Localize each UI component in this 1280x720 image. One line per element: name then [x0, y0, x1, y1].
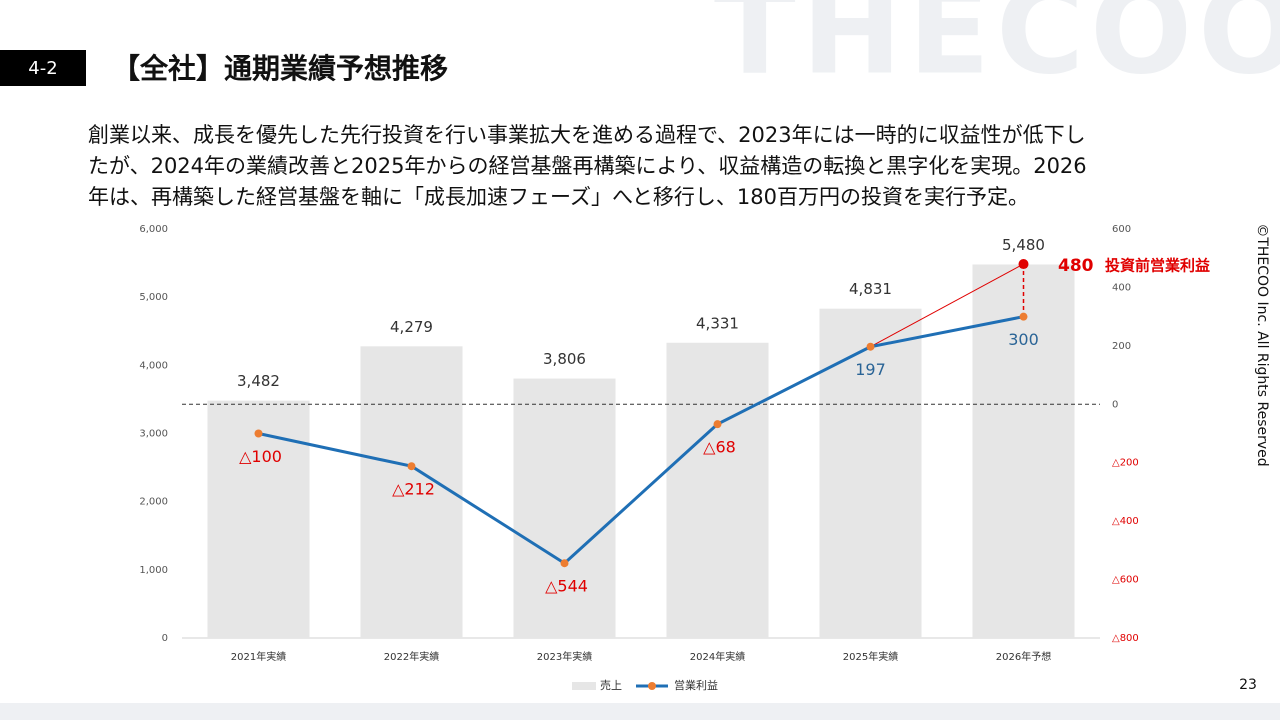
footer-band [0, 703, 1280, 720]
profit-value-label: △100 [239, 447, 282, 466]
body-text: 創業以来、成長を優先した先行投資を行い事業拡大を進める過程で、2023年には一時… [88, 123, 1086, 147]
y2-tick-label: △600 [1112, 575, 1139, 586]
y2-tick-label: △800 [1112, 633, 1139, 644]
legend-label: 売上 [600, 679, 622, 692]
profit-marker [407, 462, 416, 471]
profit-marker [254, 429, 263, 438]
legend-marker [648, 682, 656, 690]
x-tick-label: 2025年実績 [843, 650, 898, 663]
chart: 0 1,000 2,000 3,000 4,000 5,000 6,000 △800 △600 △… [139, 224, 1210, 692]
profit-value-label: △544 [545, 577, 588, 596]
page-number: 23 [1239, 677, 1257, 693]
profit-marker [713, 420, 722, 429]
y-tick-label: 2,000 [139, 497, 168, 508]
legend-swatch [572, 682, 596, 690]
profit-value-label: 197 [855, 360, 886, 379]
annotation-line [870, 263, 1024, 348]
profit-line [258, 315, 1024, 566]
x-tick-label: 2021年実績 [231, 650, 286, 663]
x-tick-label: 2023年実績 [537, 650, 592, 663]
annotation-text: 投資前営業利益 [1105, 257, 1210, 275]
y2-tick-label: △400 [1112, 516, 1139, 527]
annotation-value: 480 [1058, 256, 1094, 276]
bar [513, 378, 616, 638]
legend-label: 営業利益 [674, 678, 718, 692]
profit-marker [866, 342, 875, 351]
bar-value-label: 3,806 [543, 350, 586, 368]
y-tick-label: 3,000 [139, 429, 168, 440]
slide-title: 【全社】通期業績予想推移 [112, 52, 448, 85]
y-tick-label: 1,000 [139, 565, 168, 576]
y-tick-label: 4,000 [139, 360, 168, 371]
y2-tick-label: 600 [1112, 224, 1131, 235]
x-tick-label: 2024年実績 [690, 650, 745, 663]
profit-value-label: 300 [1008, 330, 1039, 349]
profit-marker [560, 559, 569, 568]
y2-tick-label: 400 [1112, 282, 1131, 293]
bar [972, 264, 1075, 638]
bar-value-label: 4,331 [696, 314, 739, 332]
bar-value-label: 5,480 [1002, 236, 1045, 254]
x-tick-label: 2022年実績 [384, 650, 439, 663]
bar [360, 346, 463, 638]
profit-value-label: △68 [703, 438, 736, 457]
body-text: たが、2024年の業績改善と2025年からの経営基盤再構築により、収益構造の転換… [88, 154, 1087, 178]
x-tick-label: 2026年予想 [996, 650, 1051, 663]
watermark: THECOO [714, 0, 1280, 102]
bar [666, 342, 769, 638]
y-tick-label: 5,000 [139, 292, 168, 303]
profit-value-label: △212 [392, 480, 435, 499]
annotation-point [1018, 259, 1029, 270]
body-text: 年は、再構築した経営基盤を軸に「成長加速フェーズ」へと移行し、180百万円の投資… [88, 185, 1029, 209]
copyright: ©THECOO Inc. All Rights Reserved [1254, 223, 1270, 466]
bar [819, 308, 922, 638]
y-tick-label: 0 [162, 633, 168, 644]
profit-marker [1019, 312, 1028, 321]
section-number: 4-2 [28, 58, 57, 79]
y2-tick-label: △200 [1112, 458, 1139, 469]
y-tick-label: 6,000 [139, 224, 168, 235]
y2-tick-label: 0 [1112, 399, 1118, 410]
y2-tick-label: 200 [1112, 341, 1131, 352]
bar-value-label: 4,831 [849, 280, 892, 298]
bar-value-label: 4,279 [390, 318, 433, 336]
section-box [0, 50, 86, 86]
bar-value-label: 3,482 [237, 372, 280, 390]
